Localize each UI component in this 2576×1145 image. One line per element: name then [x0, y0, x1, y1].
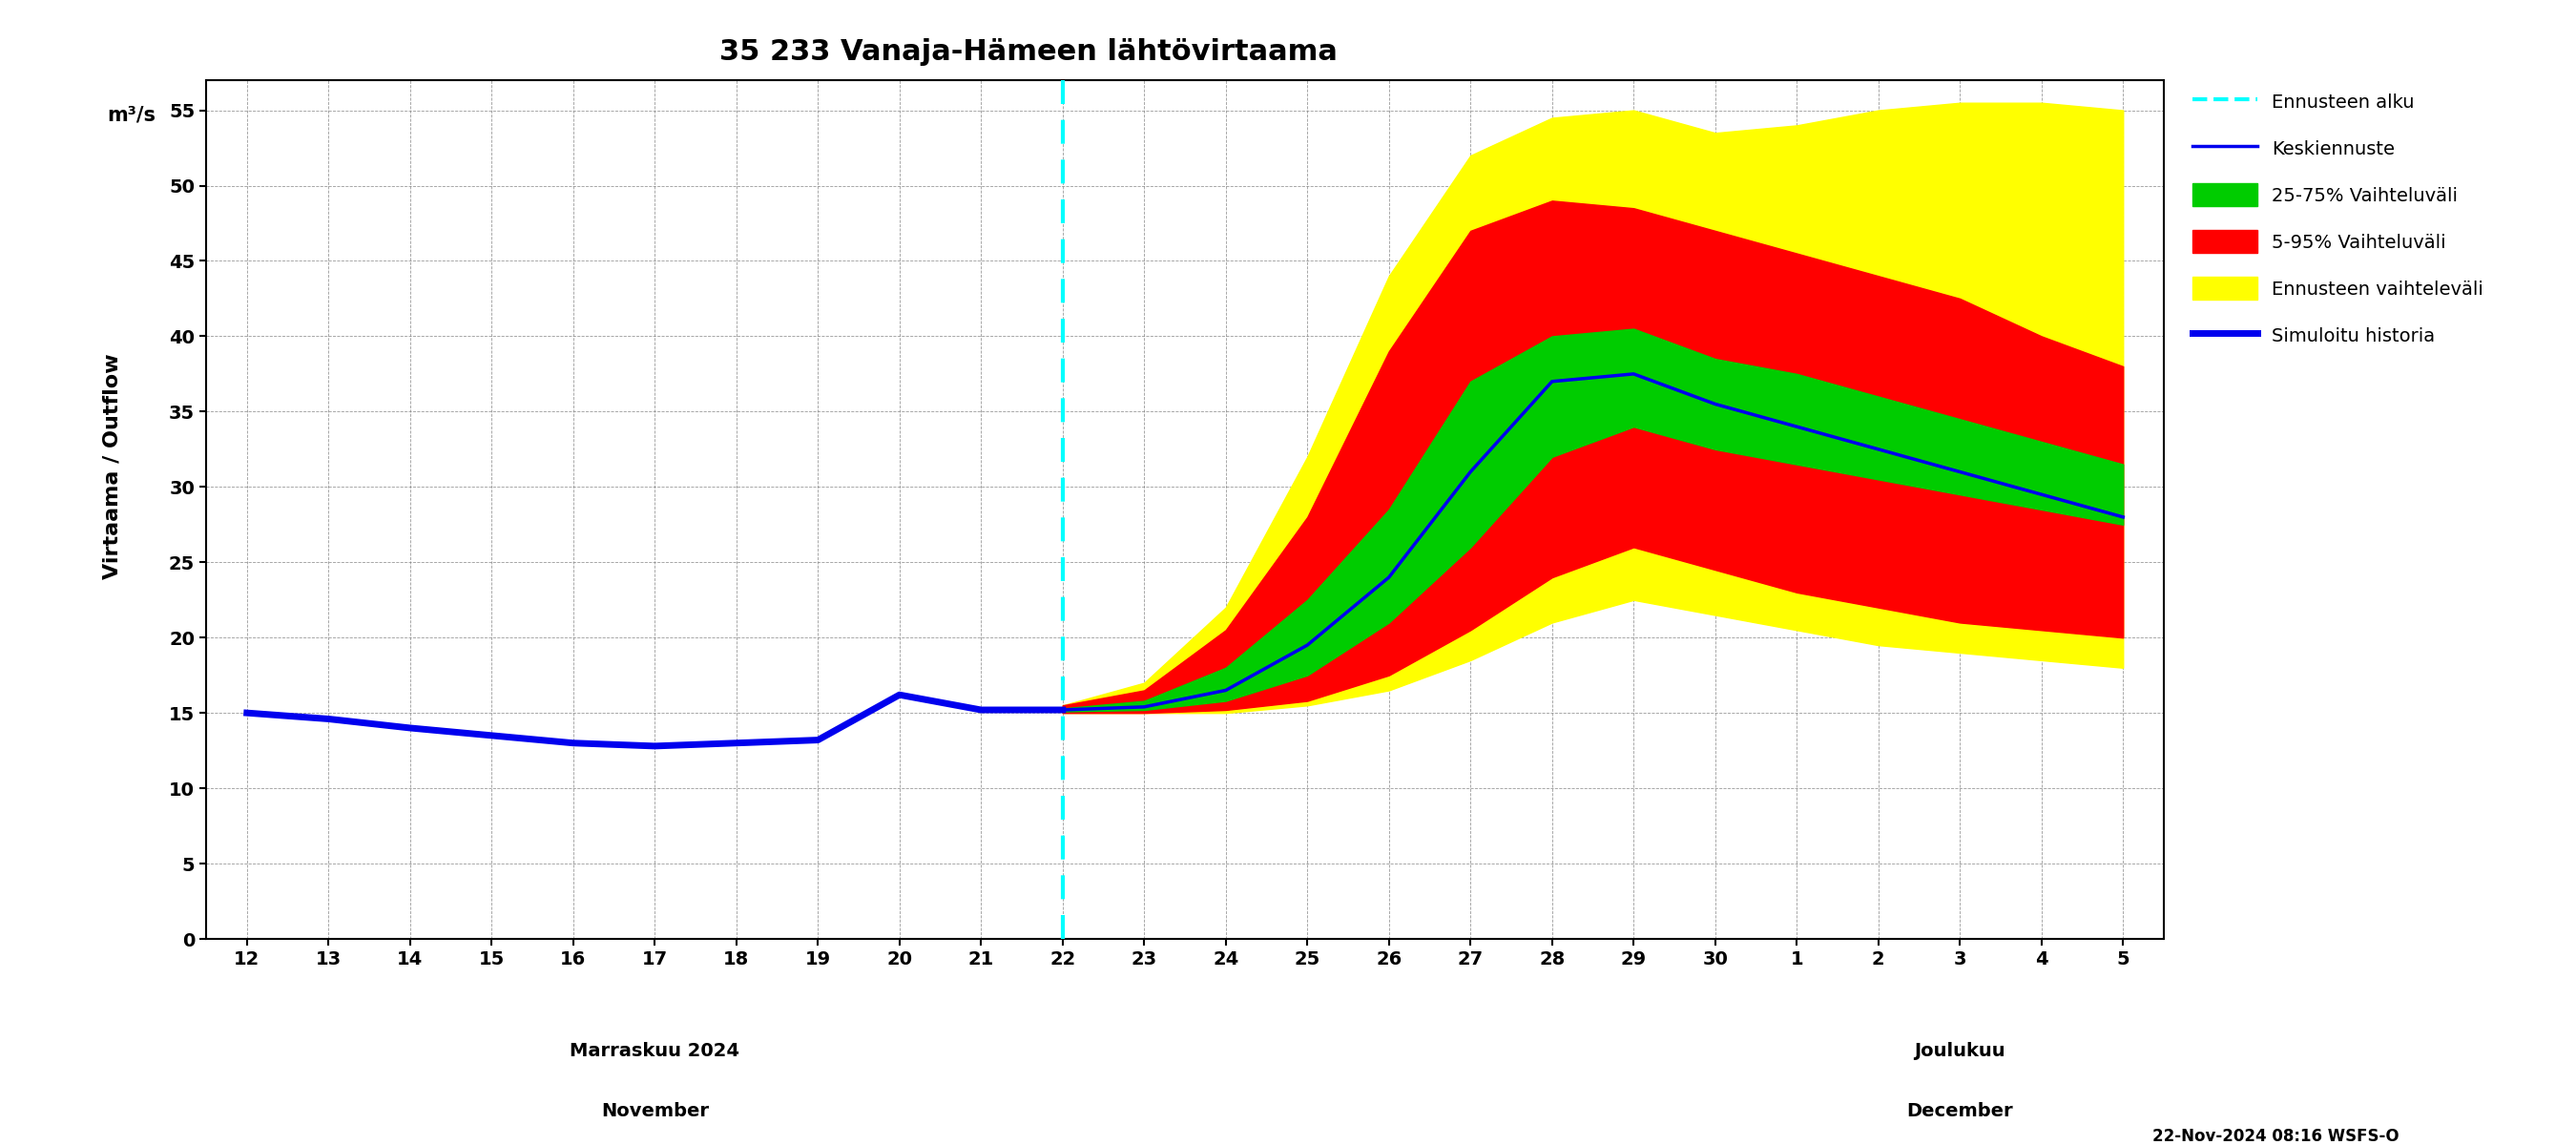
Text: Joulukuu: Joulukuu: [1914, 1042, 2007, 1060]
Text: Marraskuu 2024: Marraskuu 2024: [569, 1042, 739, 1060]
Legend: Ennusteen alku, Keskiennuste, 25-75% Vaihteluväli, 5-95% Vaihteluväli, Ennusteen: Ennusteen alku, Keskiennuste, 25-75% Vai…: [2182, 81, 2494, 356]
Text: December: December: [1906, 1101, 2014, 1120]
Title: 35 233 Vanaja-Hämeen lähtövirtaama: 35 233 Vanaja-Hämeen lähtövirtaama: [719, 38, 1337, 66]
Text: m³/s: m³/s: [108, 105, 157, 125]
Text: November: November: [600, 1101, 708, 1120]
Text: 22-Nov-2024 08:16 WSFS-O: 22-Nov-2024 08:16 WSFS-O: [2151, 1128, 2398, 1145]
Text: Virtaama / Outflow: Virtaama / Outflow: [103, 354, 121, 579]
